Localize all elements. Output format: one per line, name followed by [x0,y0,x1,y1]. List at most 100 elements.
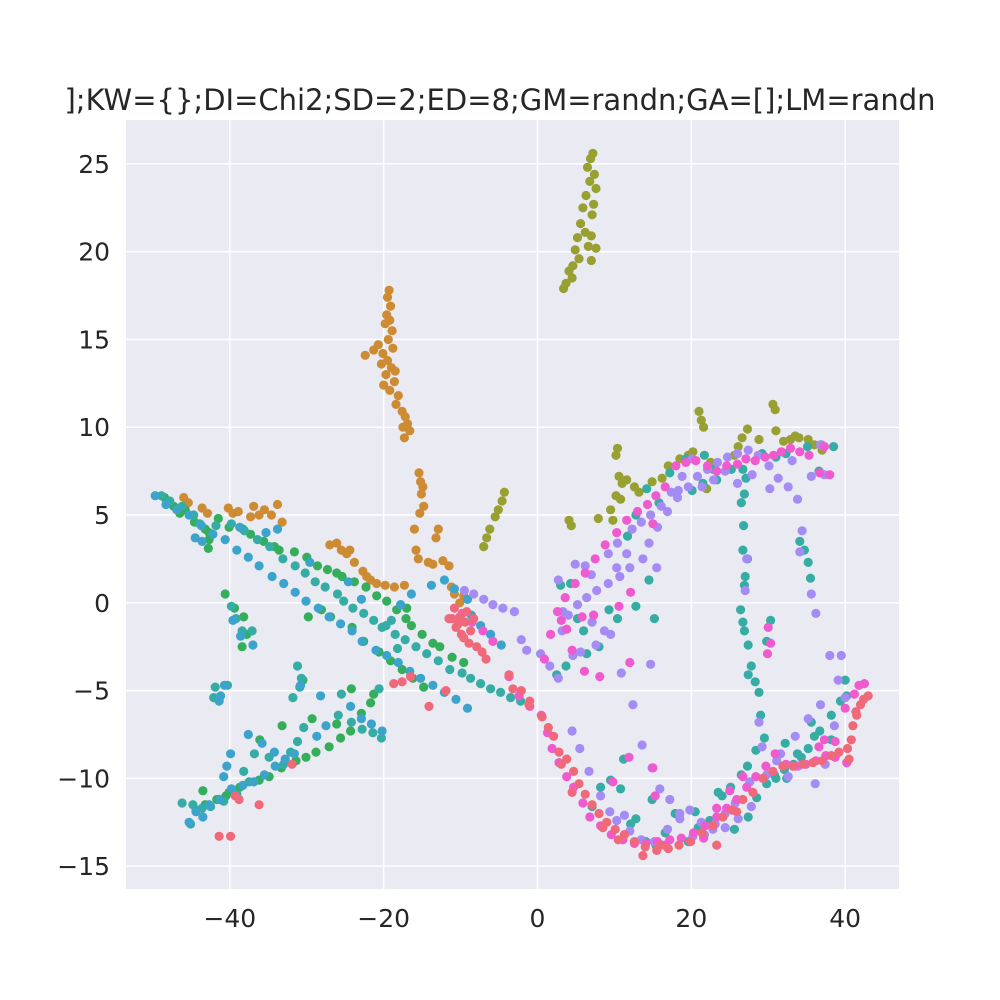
scatter-point [459,633,469,643]
scatter-point [762,649,773,659]
scatter-point [397,677,407,687]
scatter-point [586,154,596,164]
scatter-point [246,512,256,522]
y-tick-label: 0 [94,589,110,618]
scatter-point [826,710,836,720]
scatter-point [486,684,496,694]
scatter-point [249,501,259,511]
scatter-point [616,784,626,794]
scatter-point [445,664,455,675]
scatter-point [733,814,743,824]
scatter-point [578,203,588,213]
scatter-point [840,693,850,703]
scatter-point [626,819,636,829]
scatter-point [685,805,695,815]
scatter-point [239,612,249,622]
scatter-point [642,499,653,510]
scatter-point [451,622,461,633]
scatter-point [709,475,719,485]
y-tick-label: −5 [73,677,110,706]
scatter-point [564,266,574,276]
scatter-point [499,487,509,497]
scatter-point [346,726,356,736]
scatter-point [321,721,331,731]
scatter-point [383,334,393,345]
scatter-point [506,693,516,703]
scatter-point [718,812,728,822]
scatter-point [656,501,666,511]
scatter-point [393,391,403,401]
scatter-point [581,190,591,201]
scatter-point [578,798,588,808]
scatter-point [692,471,703,481]
y-tick-label: −10 [57,764,110,793]
scatter-point [612,443,623,453]
scatter-point [612,528,622,538]
scatter-point [743,812,753,822]
scatter-point [595,672,605,682]
scatter-point [439,575,449,585]
scatter-point [411,642,421,652]
scatter-point [348,603,358,613]
scatter-point [648,763,658,773]
scatter-point [798,759,808,769]
scatter-point [811,608,821,619]
scatter-point [742,761,753,771]
scatter-point [214,831,224,841]
scatter-point [666,487,676,497]
scatter-point [333,710,343,720]
scatter-point [292,661,303,671]
scatter-point [235,522,245,532]
scatter-point [552,607,563,617]
scatter-point [537,712,547,722]
scatter-point [346,701,356,712]
scatter-point [366,719,376,729]
scatter-point [806,471,816,481]
scatter-point [631,601,641,611]
scatter-point [226,601,236,611]
scatter-point [689,828,699,838]
scatter-point [608,777,618,787]
scatter-point [368,728,378,738]
scatter-point [859,679,870,689]
scatter-point [382,292,393,302]
scatter-point [591,640,601,650]
scatter-point [419,682,429,692]
scatter-point [488,636,498,647]
scatter-point [582,162,593,172]
scatter-point [226,784,236,794]
scatter-point [279,578,289,589]
scatter-point [267,571,277,582]
scatter-point [254,800,264,810]
scatter-point [742,782,752,792]
scatter-point [708,821,718,831]
scatter-point [543,722,553,733]
scatter-point [848,721,858,731]
scatter-point [265,542,275,552]
scatter-point [290,587,300,597]
scatter-point [608,515,618,525]
scatter-point [754,434,764,445]
scatter-point [797,526,807,536]
scatter-point [232,545,242,555]
y-tick-label: 15 [78,325,110,354]
scatter-point [274,545,284,555]
scatter-point [842,743,853,754]
scatter-point [316,691,326,701]
scatter-point [336,619,346,629]
scatter-point [783,772,793,782]
scatter-point [553,575,563,585]
scatter-point [737,433,747,443]
scatter-point [401,614,411,624]
scatter-point [312,731,322,741]
scatter-point [674,840,684,850]
scatter-point [228,615,238,626]
scatter-point [834,747,844,757]
scatter-point [444,614,454,624]
scatter-point [613,835,623,845]
scatter-point [289,749,299,759]
scatter-point [312,561,323,571]
scatter-point [750,456,760,466]
scatter-point [586,231,596,241]
scatter-point [150,491,160,501]
